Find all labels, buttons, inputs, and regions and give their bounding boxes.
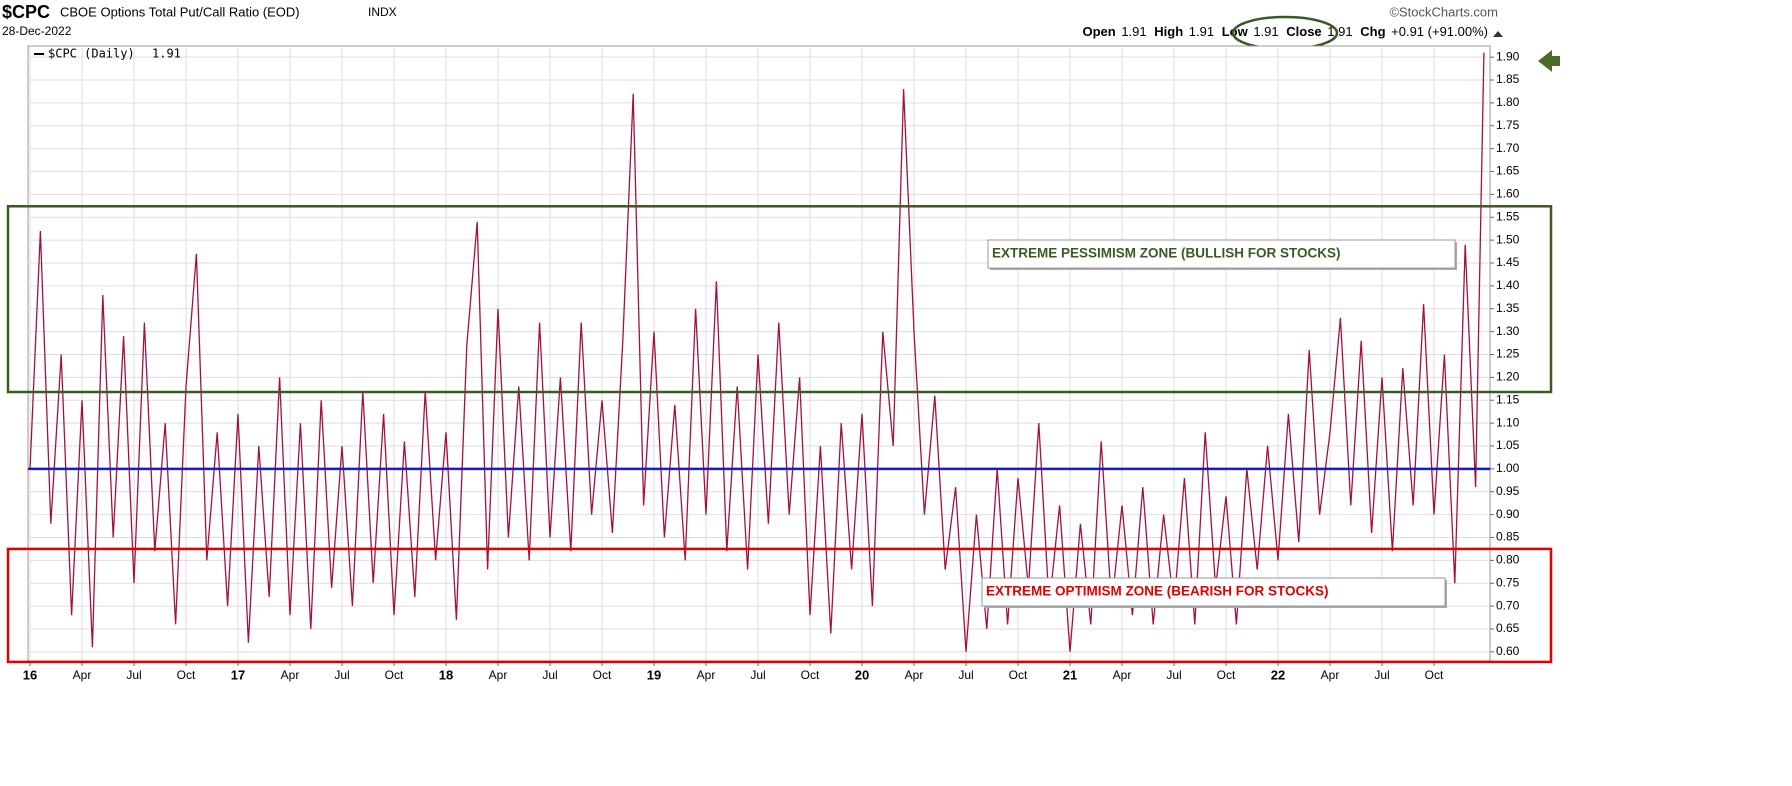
x-tick-label: Jul [958, 668, 973, 682]
quote-value: +0.91 (+91.00%) [1391, 24, 1488, 39]
x-tick-label: Jul [750, 668, 765, 682]
x-tick-label: Jul [542, 668, 557, 682]
quote-label: Close [1286, 24, 1321, 39]
y-tick-label: 1.65 [1496, 164, 1520, 178]
y-tick-label: 1.35 [1496, 301, 1520, 315]
x-tick-label: Oct [593, 668, 612, 682]
x-tick-label: Jul [126, 668, 141, 682]
y-tick-label: 0.80 [1496, 553, 1520, 567]
x-tick-label: Apr [1113, 668, 1132, 682]
price-line [29, 52, 1485, 652]
x-tick-label: 16 [23, 667, 37, 682]
zone-label: EXTREME OPTIMISM ZONE (BEARISH FOR STOCK… [986, 584, 1329, 599]
zone-label-box [987, 239, 1456, 269]
zone-label-box [981, 577, 1446, 607]
y-tick-label: 1.70 [1496, 141, 1520, 155]
source: ©StockCharts.com [1389, 4, 1498, 19]
x-tick-label: Apr [697, 668, 716, 682]
y-tick-label: 0.95 [1496, 484, 1520, 498]
y-tick-label: 1.90 [1496, 49, 1520, 63]
x-tick-label: Apr [1321, 668, 1340, 682]
y-tick-label: 0.65 [1496, 621, 1520, 635]
quote-label: Low [1222, 24, 1249, 39]
x-tick-label: 20 [855, 667, 869, 682]
date: 28-Dec-2022 [2, 24, 72, 38]
y-tick-label: 1.00 [1496, 461, 1520, 475]
x-tick-label: 22 [1271, 667, 1285, 682]
quote-label: Open [1082, 24, 1115, 39]
exchange: INDX [368, 5, 397, 19]
quote-value: 1.91 [1121, 24, 1146, 39]
y-tick-label: 1.10 [1496, 415, 1520, 429]
y-tick-label: 1.50 [1496, 232, 1520, 246]
x-tick-label: Jul [1374, 668, 1389, 682]
y-tick-label: 0.60 [1496, 644, 1520, 658]
y-tick-label: 0.85 [1496, 530, 1520, 544]
x-tick-label: 21 [1063, 667, 1077, 682]
x-tick-label: Jul [1166, 668, 1181, 682]
quote-value: 1.91 [1189, 24, 1214, 39]
y-tick-label: 1.45 [1496, 255, 1520, 269]
y-tick-label: 1.85 [1496, 72, 1520, 86]
y-tick-label: 1.15 [1496, 392, 1520, 406]
y-tick-label: 0.70 [1496, 598, 1520, 612]
x-tick-label: 19 [647, 667, 661, 682]
pointer-arrow [1538, 50, 1560, 72]
chart-subtitle: CBOE Options Total Put/Call Ratio (EOD) [60, 4, 300, 19]
y-tick-label: 1.55 [1496, 209, 1520, 223]
y-tick-label: 1.05 [1496, 438, 1520, 452]
legend-value: 1.91 [152, 47, 181, 61]
x-tick-label: 18 [439, 667, 453, 682]
y-tick-label: 1.60 [1496, 187, 1520, 201]
quote-label: Chg [1360, 24, 1385, 39]
y-tick-label: 1.80 [1496, 95, 1520, 109]
x-tick-label: Apr [489, 668, 508, 682]
y-tick-label: 0.90 [1496, 507, 1520, 521]
zone-label: EXTREME PESSIMISM ZONE (BULLISH FOR STOC… [992, 246, 1341, 261]
x-tick-label: Oct [1009, 668, 1028, 682]
y-tick-label: 1.75 [1496, 118, 1520, 132]
x-tick-label: Oct [385, 668, 404, 682]
plot-frame [27, 45, 1491, 662]
x-tick-label: 17 [231, 667, 245, 682]
x-tick-label: Jul [334, 668, 349, 682]
x-tick-label: Apr [905, 668, 924, 682]
y-tick-label: 1.40 [1496, 278, 1520, 292]
zone-box [6, 547, 1553, 664]
plot-area: 0.60 0.65 0.70 0.75 0.80 0.85 0.90 0.95 1.00 1.05… [6, 45, 1553, 682]
y-tick-label: 0.75 [1496, 575, 1520, 589]
x-tick-label: Oct [1425, 668, 1444, 682]
y-tick-label: 1.25 [1496, 347, 1520, 361]
quote: Open 1.91 High 1.91 Low 1.91 Close 1.91 … [1082, 24, 1488, 39]
y-tick-label: 1.20 [1496, 370, 1520, 384]
x-tick-label: Oct [801, 668, 820, 682]
quote-value: 1.91 [1253, 24, 1278, 39]
x-tick-label: Oct [177, 668, 196, 682]
chart-title: $CPC [2, 2, 50, 22]
x-tick-label: Apr [73, 668, 92, 682]
legend-label: $CPC (Daily) [48, 47, 135, 61]
y-tick-label: 1.30 [1496, 324, 1520, 338]
x-tick-label: Oct [1217, 668, 1236, 682]
up-arrow [1493, 31, 1503, 37]
quote-label: High [1154, 24, 1183, 39]
zone-box [6, 205, 1553, 394]
x-tick-label: Apr [281, 668, 300, 682]
